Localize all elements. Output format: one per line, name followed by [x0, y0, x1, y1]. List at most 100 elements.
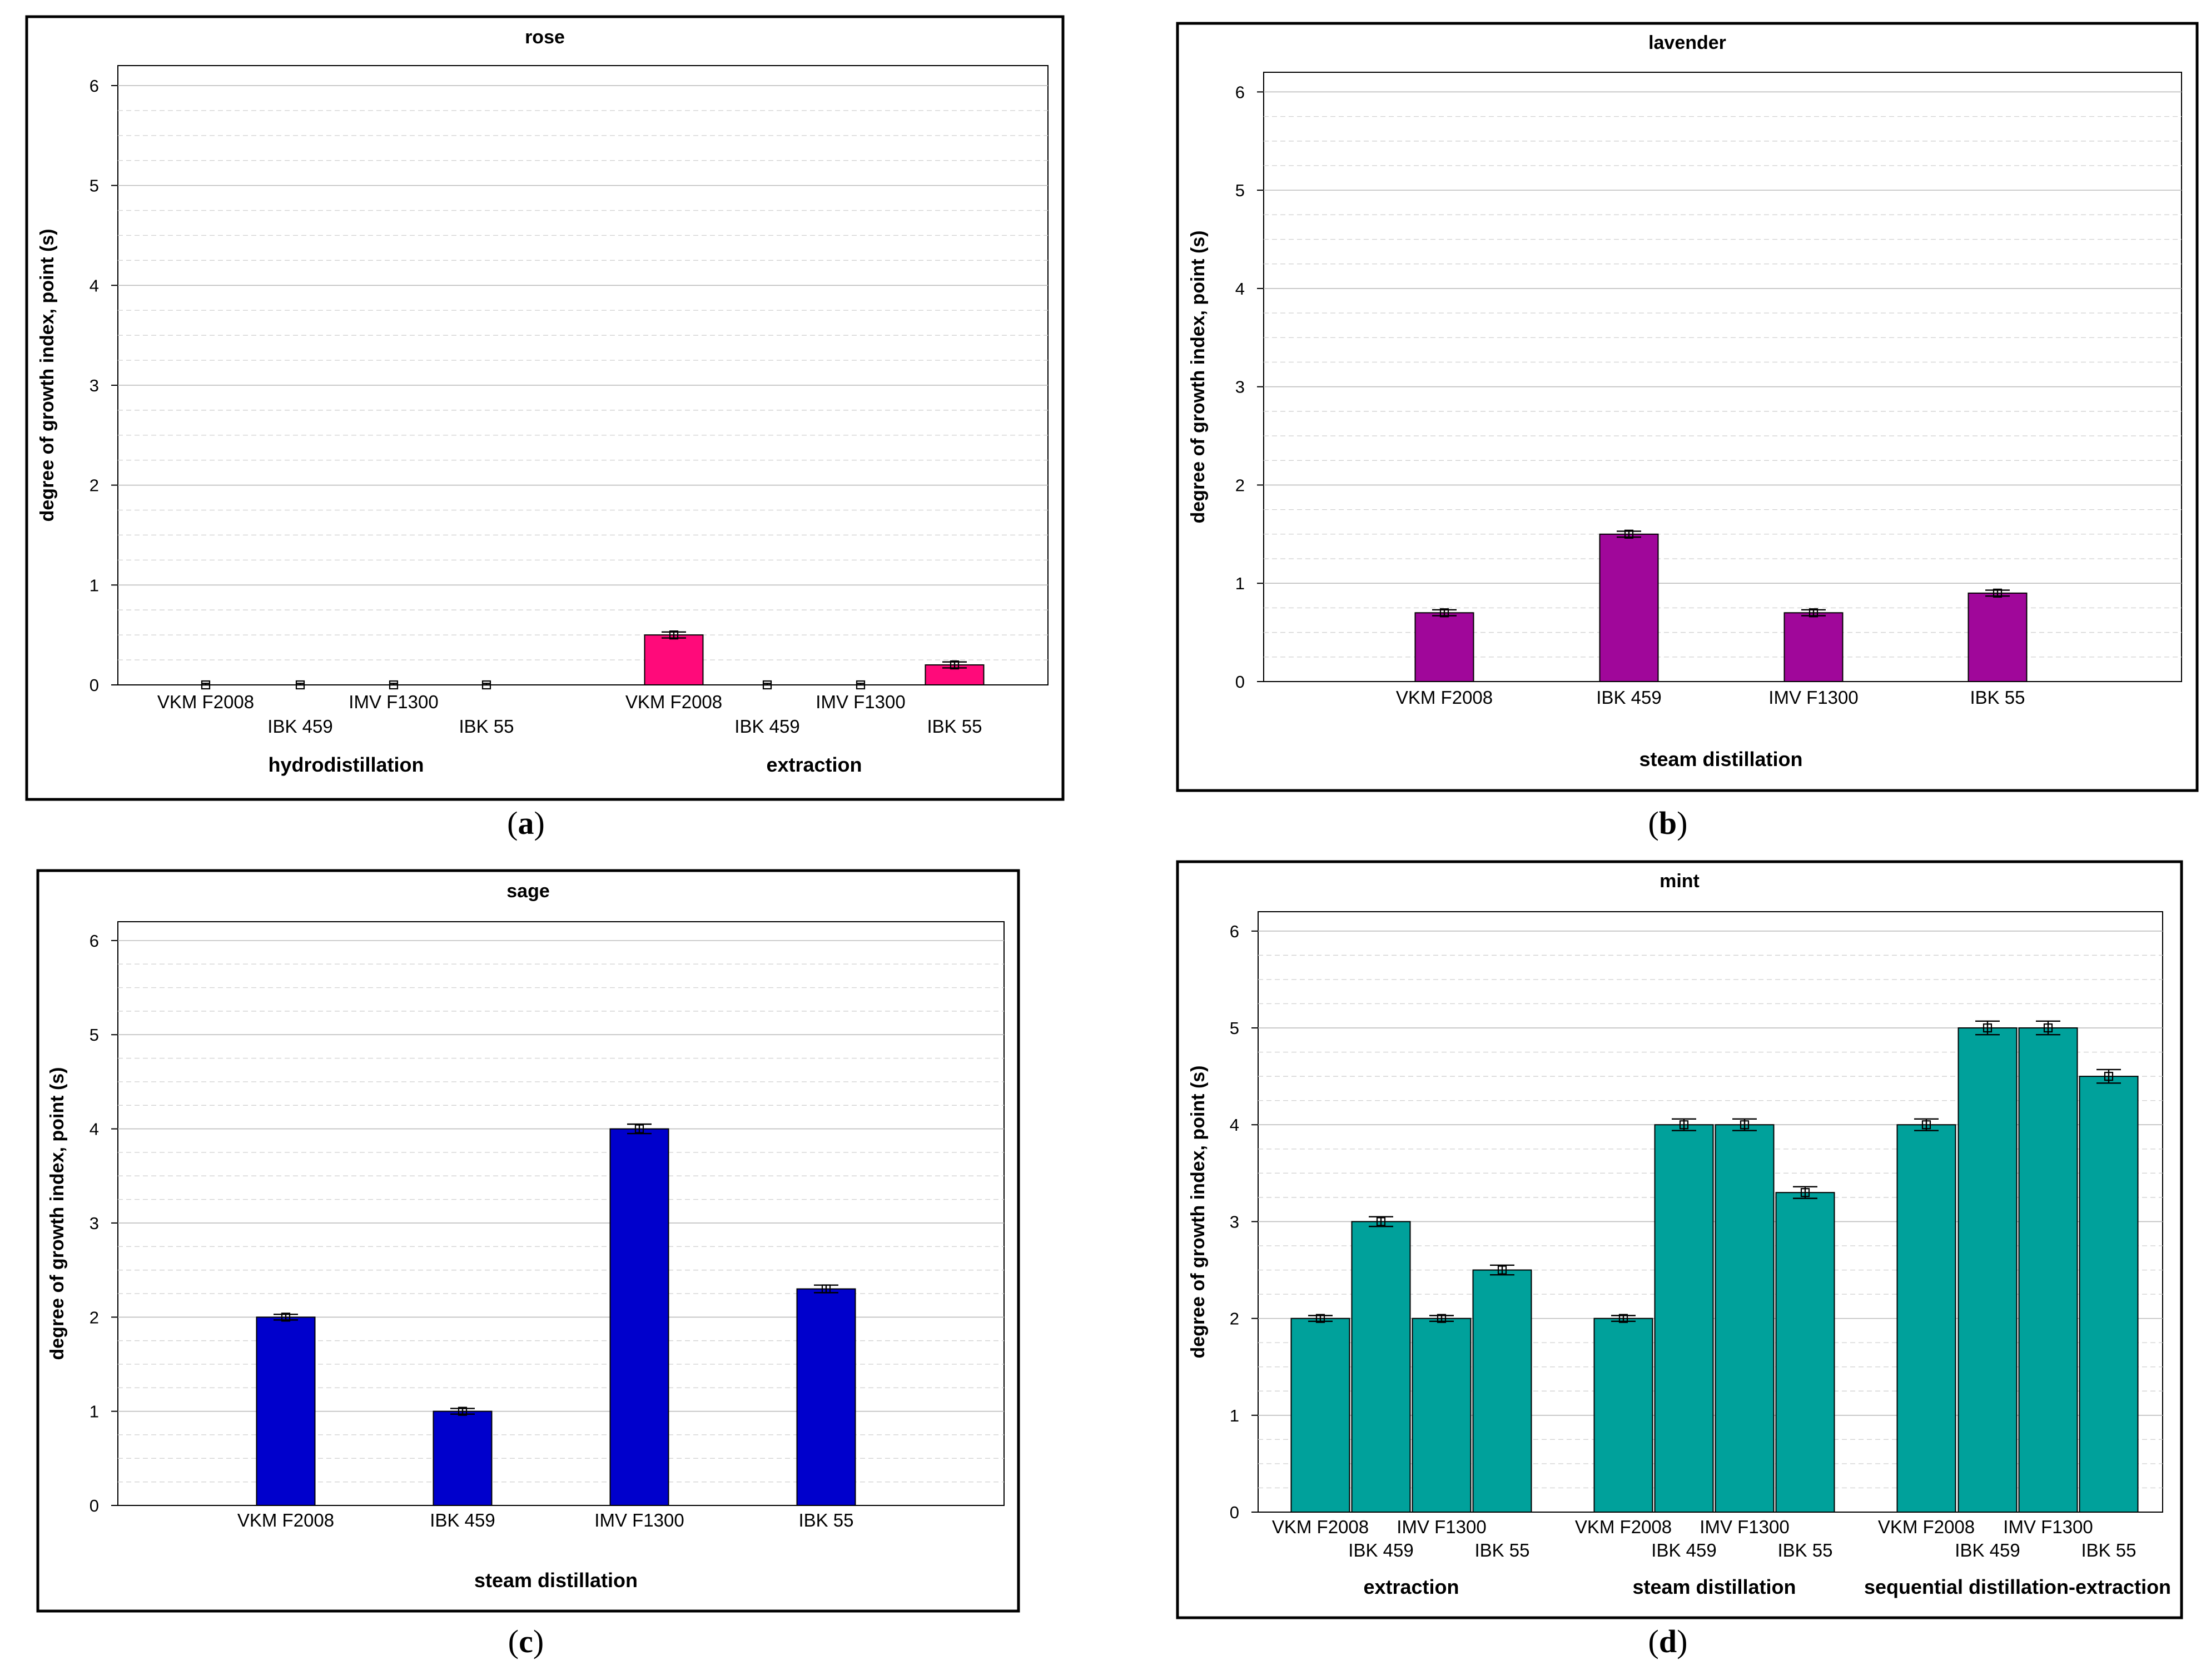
- mean-marker: [1993, 588, 2003, 598]
- bar: [609, 1128, 669, 1507]
- y-tick-label: 3: [90, 376, 99, 395]
- error-bar: [1985, 588, 2010, 598]
- y-tick-label: 1: [90, 575, 99, 595]
- y-tick-label: 6: [90, 76, 99, 96]
- mean-marker: [458, 1406, 468, 1416]
- mean-marker: [1800, 1188, 1810, 1197]
- error-bar: [1793, 1186, 1817, 1199]
- category-label: IBK 459: [430, 1510, 495, 1530]
- error-bar: [1490, 1264, 1514, 1276]
- category-label: VKM F2008: [1272, 1517, 1369, 1537]
- panel-b: lavender 0 1 2 3 4 5 6 degree of growth index, p…: [1176, 22, 2199, 841]
- category-label: VKM F2008: [1575, 1517, 1672, 1537]
- bar: [1290, 1318, 1350, 1513]
- category-label: IBK 459: [1651, 1540, 1716, 1560]
- y-tick-label: 4: [1230, 1115, 1239, 1135]
- bar: [1412, 1318, 1472, 1513]
- group-label: hydrodistillation: [268, 753, 424, 776]
- mean-marker: [201, 680, 211, 690]
- y-tick-label: 5: [90, 1025, 99, 1045]
- category-label: IBK 459: [734, 716, 799, 737]
- group-label: steam distillation: [1632, 1575, 1796, 1598]
- category-label: IBK 55: [1777, 1540, 1832, 1560]
- mean-marker: [389, 680, 399, 690]
- error-bar: [942, 660, 967, 670]
- mean-marker: [856, 680, 866, 690]
- y-tick-label: 3: [1230, 1212, 1239, 1231]
- y-tick-label: 1: [1230, 1406, 1239, 1425]
- error-bar: [1429, 1314, 1454, 1323]
- mean-marker: [1439, 608, 1449, 618]
- y-tick-label: 2: [1235, 475, 1245, 495]
- category-label: IMV F1300: [1700, 1517, 1789, 1537]
- panel-c: sage 0 1 2 3 4 5 6 degree of growth index, point…: [36, 869, 1020, 1659]
- error-bar: [450, 1406, 475, 1416]
- y-tick-label: 0: [1235, 672, 1245, 692]
- mean-marker: [634, 1124, 644, 1134]
- error-bar: [1369, 1216, 1393, 1227]
- mean-marker: [1679, 1120, 1689, 1130]
- panel-d-title: mint: [1660, 871, 1700, 892]
- category-label: IBK 459: [1348, 1540, 1413, 1560]
- error-bar: [2036, 1020, 2060, 1036]
- category-label: VKM F2008: [625, 692, 722, 712]
- bar: [1593, 1318, 1653, 1513]
- error-bar: [1914, 1118, 1939, 1131]
- category-label: VKM F2008: [237, 1510, 334, 1530]
- mean-marker: [950, 660, 960, 670]
- mean-marker: [1315, 1314, 1325, 1323]
- category-label: IBK 55: [927, 716, 982, 737]
- bar: [433, 1410, 493, 1507]
- bar: [1472, 1269, 1532, 1513]
- bar: [644, 634, 704, 685]
- y-tick-label: 0: [1230, 1503, 1239, 1522]
- category-label: IMV F1300: [816, 692, 905, 712]
- error-bar: [2096, 1068, 2121, 1084]
- group-label: extraction: [766, 753, 862, 776]
- y-tick-label: 2: [90, 1308, 99, 1327]
- error-bar: [1308, 1314, 1333, 1323]
- error-bar: [389, 680, 399, 690]
- category-label: IMV F1300: [2003, 1517, 2093, 1537]
- y-tick-label: 6: [1235, 82, 1245, 102]
- error-bar: [662, 630, 686, 640]
- panel-a-plot-area: [117, 65, 1049, 685]
- panel-d-y-axis-title: degree of growth index, point (s): [1188, 1066, 1209, 1359]
- category-label: IBK 55: [2081, 1540, 2136, 1560]
- y-tick-label: 6: [90, 931, 99, 951]
- bar: [256, 1316, 316, 1506]
- category-label: IBK 459: [267, 716, 332, 737]
- mean-marker: [281, 1313, 291, 1322]
- bar: [2018, 1027, 2078, 1513]
- y-tick-label: 4: [90, 1120, 99, 1139]
- mean-marker: [2104, 1072, 2114, 1081]
- mean-marker: [1376, 1217, 1386, 1226]
- category-label: IBK 55: [1474, 1540, 1529, 1560]
- mean-marker: [1624, 529, 1634, 539]
- mean-marker: [1497, 1265, 1507, 1275]
- y-tick-label: 1: [90, 1402, 99, 1421]
- panel-a-title: rose: [525, 27, 565, 48]
- category-label: VKM F2008: [1878, 1517, 1975, 1537]
- category-label: IMV F1300: [349, 692, 438, 712]
- bar: [1896, 1124, 1956, 1513]
- panel-a: rose 0 1 2 3 4 5 6 degree of growth index, point…: [25, 15, 1065, 841]
- y-tick-label: 3: [90, 1214, 99, 1233]
- bar: [1599, 533, 1659, 682]
- category-label: IMV F1300: [1397, 1517, 1486, 1537]
- category-label: IBK 55: [798, 1510, 853, 1530]
- bar: [796, 1288, 856, 1507]
- mean-marker: [669, 630, 679, 640]
- mean-marker: [1618, 1314, 1628, 1323]
- mean-marker: [2043, 1023, 2053, 1033]
- panel-c-caption: (c): [508, 1623, 544, 1659]
- error-bar: [1432, 608, 1457, 618]
- category-label: IMV F1300: [1768, 687, 1858, 708]
- panel-b-plot-area: [1263, 72, 2182, 682]
- mean-marker: [821, 1284, 831, 1294]
- bar: [1967, 592, 2028, 682]
- mean-marker: [1921, 1120, 1931, 1130]
- panel-a-caption: (a): [507, 805, 545, 841]
- y-tick-label: 0: [90, 675, 99, 695]
